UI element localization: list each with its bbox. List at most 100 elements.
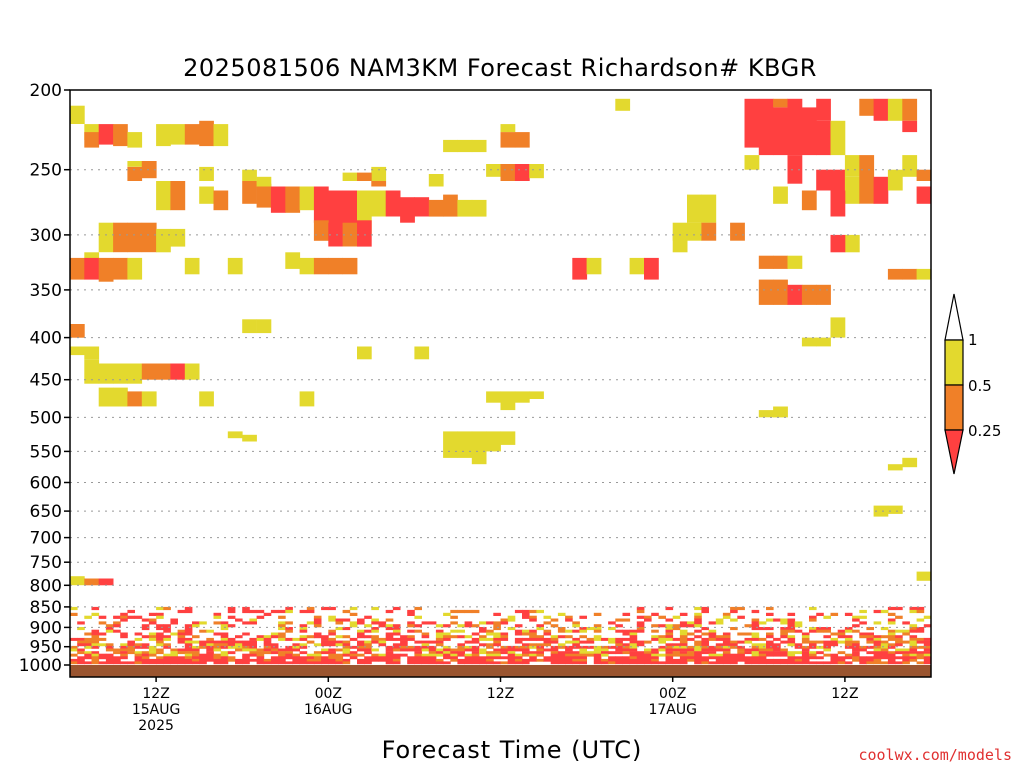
ri-cell <box>787 98 803 156</box>
ri-cell-lowlevel <box>357 640 365 644</box>
ri-cell-lowlevel <box>880 656 889 660</box>
ri-cell-lowlevel <box>902 629 910 633</box>
ri-cell-lowlevel <box>342 635 351 639</box>
ri-cell-lowlevel <box>536 624 544 628</box>
y-tick-label: 200 <box>30 81 62 101</box>
ri-cell-lowlevel <box>443 648 451 652</box>
ri-cell-lowlevel <box>507 658 516 662</box>
ri-cell-lowlevel <box>801 632 810 636</box>
ri-cell-lowlevel <box>529 645 537 649</box>
ri-cell-lowlevel <box>256 609 265 614</box>
ri-cell-lowlevel <box>77 661 85 665</box>
ri-cell-lowlevel <box>658 640 666 644</box>
ri-cell-lowlevel <box>206 648 214 652</box>
ri-cell-lowlevel <box>177 635 186 639</box>
ri-cell-lowlevel <box>651 656 659 660</box>
ri-cell-lowlevel <box>801 661 810 665</box>
ri-cell-lowlevel <box>148 612 157 616</box>
y-tick-label: 750 <box>30 553 62 573</box>
ri-cell-lowlevel <box>593 645 602 649</box>
ri-cell-lowlevel <box>120 653 128 657</box>
ri-cell-lowlevel <box>105 661 114 665</box>
ri-cell-lowlevel <box>371 648 379 652</box>
ri-cell-lowlevel <box>715 643 724 647</box>
ri-cell <box>758 98 774 156</box>
ri-cell-lowlevel <box>407 648 415 652</box>
ri-cell-lowlevel <box>902 621 910 625</box>
ri-cell <box>500 132 516 148</box>
ri-cell-lowlevel <box>593 635 602 639</box>
ri-cell-lowlevel <box>493 635 501 639</box>
ri-cell-lowlevel <box>443 624 451 628</box>
ri-cell-lowlevel <box>622 651 631 655</box>
ri-cell-lowlevel <box>830 656 839 660</box>
ri-cell-lowlevel <box>687 648 695 652</box>
ri-cell-lowlevel <box>887 635 896 639</box>
ri-cell-lowlevel <box>823 648 831 652</box>
ri-cell <box>127 391 143 407</box>
ri-cell-lowlevel <box>830 658 839 662</box>
ri-cell-lowlevel <box>471 624 480 628</box>
ri-cell-lowlevel <box>880 640 889 644</box>
ri-cell-lowlevel <box>565 656 573 660</box>
ri-cell-lowlevel <box>328 637 336 641</box>
ri-cell-lowlevel <box>679 621 688 625</box>
ri-cell-lowlevel <box>543 658 552 662</box>
ri-cell-lowlevel <box>392 643 401 647</box>
ri-cell <box>902 120 918 133</box>
ri-cell-lowlevel <box>306 656 315 660</box>
ri-cell-lowlevel <box>636 629 645 633</box>
ri-cell-lowlevel <box>522 632 530 636</box>
ri-cell-lowlevel <box>773 637 781 641</box>
ri-cell-lowlevel <box>163 637 171 641</box>
ri-cell-lowlevel <box>414 624 422 628</box>
ri-cell-lowlevel <box>565 640 573 644</box>
ri-cell-lowlevel <box>184 656 193 660</box>
ri-cell-lowlevel <box>471 632 480 636</box>
ri-cell-lowlevel <box>120 651 128 655</box>
y-tick-label: 400 <box>30 329 62 349</box>
ri-cell-lowlevel <box>902 648 910 652</box>
ri-cell-lowlevel <box>844 643 853 647</box>
ri-cell-lowlevel <box>529 637 537 641</box>
ri-cell-lowlevel <box>77 627 85 631</box>
ri-cell-lowlevel <box>313 643 322 647</box>
ri-cell-lowlevel <box>679 643 688 647</box>
ri-cell-lowlevel <box>392 629 401 633</box>
ri-cell-lowlevel <box>507 661 516 665</box>
ri-cell-lowlevel <box>715 618 724 622</box>
ri-cell-lowlevel <box>873 637 882 641</box>
ri-cell-lowlevel <box>414 629 422 633</box>
ri-cell-lowlevel <box>794 629 803 633</box>
ri-cell-lowlevel <box>622 658 631 662</box>
ri-cell-lowlevel <box>909 609 918 614</box>
ri-cell <box>141 363 157 380</box>
ri-cell-lowlevel <box>270 643 279 647</box>
ri-cell-lowlevel <box>636 615 645 619</box>
ri-cell-lowlevel <box>780 648 788 652</box>
ri-cell-lowlevel <box>400 643 408 647</box>
ri-cell-lowlevel <box>744 648 753 652</box>
ri-cell-lowlevel <box>809 618 817 622</box>
ri-cell-lowlevel <box>550 645 559 649</box>
ri-cell <box>141 161 157 179</box>
ri-cell-lowlevel <box>421 658 430 662</box>
ri-cell-lowlevel <box>500 632 509 636</box>
ri-cell-lowlevel <box>349 645 358 649</box>
ri-cell-lowlevel <box>909 637 918 641</box>
ri-cell-lowlevel <box>615 648 623 652</box>
ri-cell-lowlevel <box>313 621 322 625</box>
ri-cell-lowlevel <box>615 643 623 647</box>
ri-cell-lowlevel <box>579 627 587 631</box>
ri-cell-lowlevel <box>801 640 810 644</box>
ri-cell-lowlevel <box>859 658 867 662</box>
ri-cell-lowlevel <box>758 643 767 647</box>
ri-cell-lowlevel <box>321 643 329 647</box>
ri-cell-lowlevel <box>737 640 745 644</box>
ri-cell-lowlevel <box>809 643 817 647</box>
ri-cell-lowlevel <box>428 656 437 660</box>
ri-cell-lowlevel <box>730 640 738 644</box>
ri-cell-lowlevel <box>809 656 817 660</box>
ri-cell-lowlevel <box>615 656 623 660</box>
